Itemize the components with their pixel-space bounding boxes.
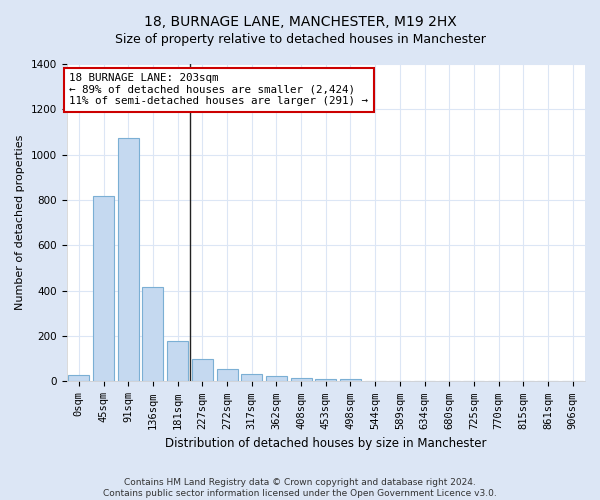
Bar	[290, 378, 311, 382]
Bar	[217, 369, 238, 382]
Bar	[118, 138, 139, 382]
Bar	[340, 379, 361, 382]
Bar	[315, 379, 336, 382]
Text: 18 BURNAGE LANE: 203sqm
← 89% of detached houses are smaller (2,424)
11% of semi: 18 BURNAGE LANE: 203sqm ← 89% of detache…	[70, 73, 368, 106]
Bar	[93, 196, 114, 382]
Bar	[192, 359, 213, 382]
Bar	[142, 288, 163, 382]
Text: Contains HM Land Registry data © Crown copyright and database right 2024.
Contai: Contains HM Land Registry data © Crown c…	[103, 478, 497, 498]
X-axis label: Distribution of detached houses by size in Manchester: Distribution of detached houses by size …	[165, 437, 487, 450]
Bar	[241, 374, 262, 382]
Bar	[167, 340, 188, 382]
Y-axis label: Number of detached properties: Number of detached properties	[15, 135, 25, 310]
Text: Size of property relative to detached houses in Manchester: Size of property relative to detached ho…	[115, 32, 485, 46]
Bar	[68, 374, 89, 382]
Bar	[266, 376, 287, 382]
Text: 18, BURNAGE LANE, MANCHESTER, M19 2HX: 18, BURNAGE LANE, MANCHESTER, M19 2HX	[143, 15, 457, 29]
